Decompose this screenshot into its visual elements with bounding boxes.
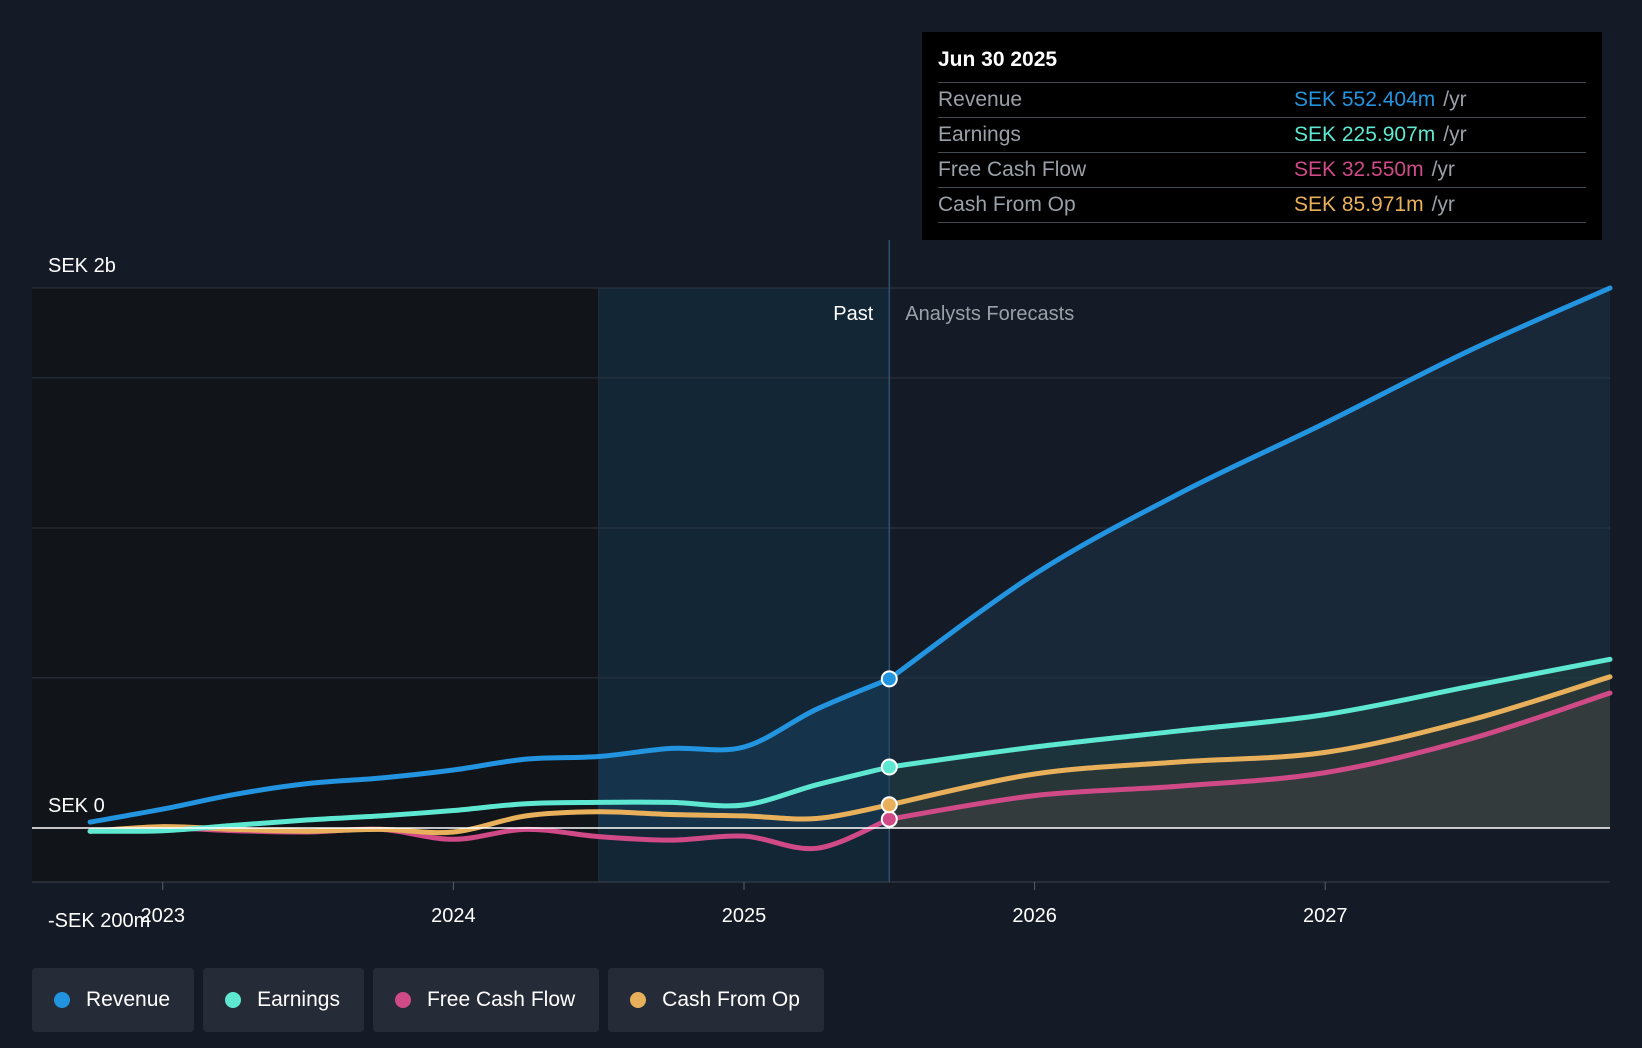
cfo-line-past bbox=[87, 802, 892, 836]
x-tick-label: 2027 bbox=[1303, 905, 1348, 927]
revenue-line-past bbox=[87, 676, 892, 825]
x-tick-label: 2026 bbox=[1012, 905, 1057, 927]
tooltip-value: SEK 85.971m bbox=[1294, 193, 1424, 216]
tooltip-row-earnings: Earnings SEK 225.907m /yr bbox=[938, 118, 1586, 153]
tooltip-value: SEK 32.550m bbox=[1294, 158, 1424, 181]
fcf-current-marker bbox=[880, 810, 898, 828]
forecast-label: Analysts Forecasts bbox=[905, 303, 1074, 325]
x-tick-label: 2025 bbox=[722, 905, 767, 927]
legend-label: Free Cash Flow bbox=[426, 988, 576, 1011]
tooltip: Jun 30 2025 Revenue SEK 552.404m /yr Ear… bbox=[922, 32, 1602, 240]
series-lines bbox=[87, 285, 1613, 852]
tooltip-label: Earnings bbox=[938, 123, 1021, 146]
y-axis-label: SEK 0 bbox=[48, 795, 105, 817]
tooltip-label: Cash From Op bbox=[938, 193, 1076, 216]
revenue-current-marker bbox=[880, 670, 898, 688]
y-axis-label: -SEK 200m bbox=[48, 910, 150, 932]
legend-item-earnings[interactable]: Earnings bbox=[203, 968, 364, 1032]
cfo-dot-icon bbox=[630, 992, 647, 1008]
cfo-line-forecast bbox=[886, 674, 1613, 808]
tooltip-unit: /yr bbox=[1431, 193, 1455, 216]
legend-label: Earnings bbox=[257, 988, 340, 1011]
revenue-past-area bbox=[598, 679, 890, 828]
x-tick-label: 2024 bbox=[431, 905, 476, 927]
earnings-line-forecast bbox=[886, 656, 1613, 770]
past-label: Past bbox=[833, 303, 873, 325]
tooltip-value: SEK 552.404m bbox=[1294, 88, 1436, 111]
tooltip-row-revenue: Revenue SEK 552.404m /yr bbox=[938, 83, 1586, 118]
tooltip-unit: /yr bbox=[1443, 88, 1467, 111]
tooltip-unit: /yr bbox=[1443, 123, 1467, 146]
tooltip-label: Revenue bbox=[938, 88, 1023, 111]
legend-item-fcf[interactable]: Free Cash Flow bbox=[372, 968, 600, 1032]
revenue-line-forecast bbox=[886, 285, 1613, 682]
tooltip-row-cfo: Cash From Op SEK 85.971m /yr bbox=[938, 188, 1586, 223]
revenue-dot-icon bbox=[54, 992, 70, 1008]
legend-label: Revenue bbox=[86, 988, 171, 1011]
earnings-line-past bbox=[87, 764, 892, 834]
tooltip-date: Jun 30 2025 bbox=[938, 46, 1586, 83]
earnings-dot-icon bbox=[225, 992, 242, 1008]
tooltip-row-fcf: Free Cash Flow SEK 32.550m /yr bbox=[938, 153, 1586, 188]
tooltip-unit: /yr bbox=[1431, 158, 1455, 181]
axes: 2023 2024 2025 2026 2027 SEK 2b SEK 0 -SEK 200m bbox=[32, 255, 1610, 932]
x-tick-label: 2023 bbox=[141, 905, 186, 927]
legend: Revenue Earnings Free Cash Flow Cash Fro… bbox=[32, 968, 824, 1032]
highlight-band bbox=[598, 288, 890, 882]
legend-label: Cash From Op bbox=[662, 988, 800, 1011]
legend-item-cfo[interactable]: Cash From Op bbox=[608, 968, 824, 1032]
cfo-current-marker bbox=[880, 796, 898, 814]
fcf-dot-icon bbox=[394, 992, 411, 1008]
tooltip-label: Free Cash Flow bbox=[938, 158, 1087, 181]
current-markers bbox=[880, 670, 898, 828]
y-axis-label: SEK 2b bbox=[48, 255, 116, 277]
tooltip-value: SEK 225.907m bbox=[1294, 123, 1436, 146]
earnings-forecast-area bbox=[889, 659, 1610, 828]
earnings-current-marker bbox=[880, 758, 898, 776]
legend-item-revenue[interactable]: Revenue bbox=[32, 968, 195, 1032]
fcf-line-forecast bbox=[886, 690, 1613, 822]
